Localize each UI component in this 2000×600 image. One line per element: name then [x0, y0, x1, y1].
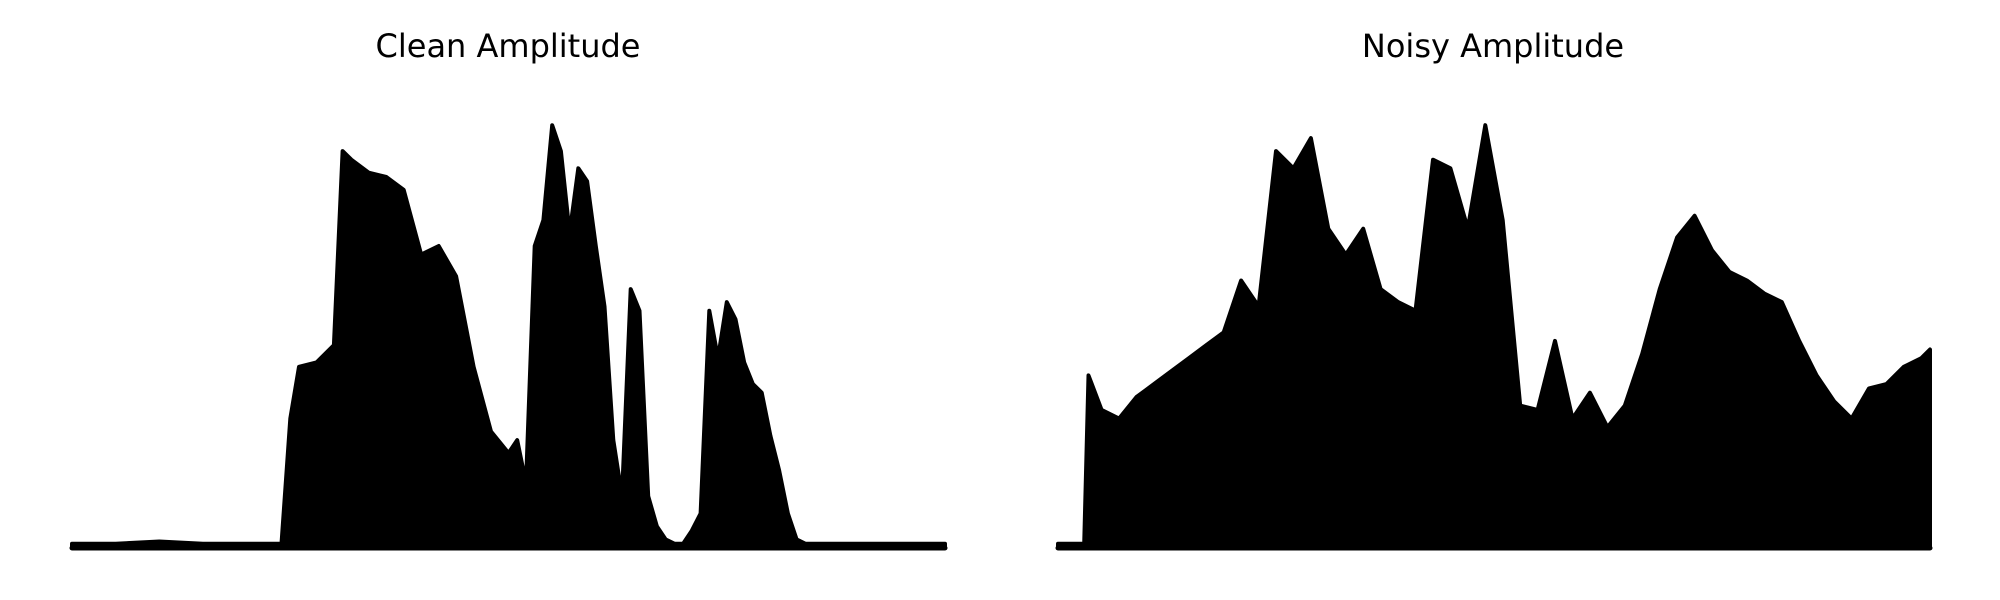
clean-amplitude-chart: Clean Amplitude	[69, 27, 948, 551]
amplitude-envelope	[70, 123, 947, 550]
noisy-amplitude-plot	[1055, 123, 1933, 551]
noisy-amplitude-chart: Noisy Amplitude	[1055, 27, 1933, 551]
amplitude-envelope	[1056, 123, 1932, 550]
clean-amplitude-plot	[69, 123, 948, 551]
noisy-amplitude-title: Noisy Amplitude	[1362, 27, 1624, 65]
clean-amplitude-title: Clean Amplitude	[376, 27, 641, 65]
